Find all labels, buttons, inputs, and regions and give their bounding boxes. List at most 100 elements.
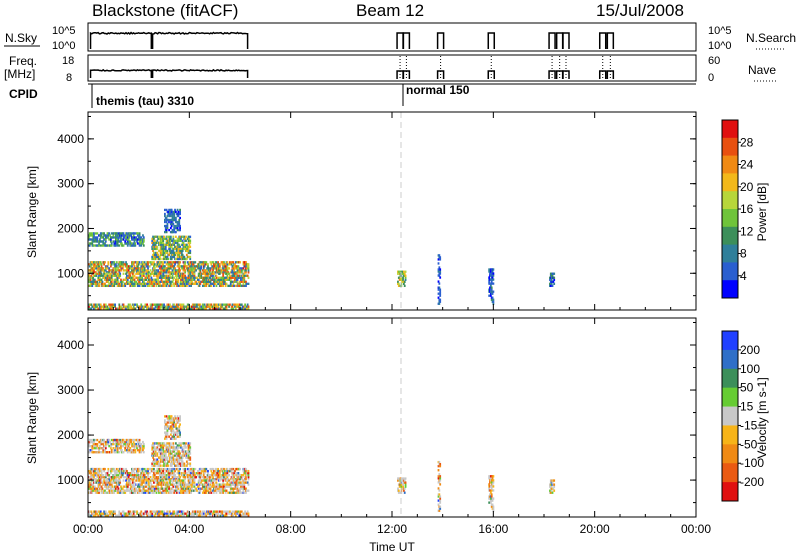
- velocity-cell: [107, 487, 110, 490]
- power-cell: [241, 274, 244, 277]
- power-cell: [156, 235, 159, 238]
- power-cell: [107, 236, 110, 239]
- velocity-cell: [165, 469, 168, 473]
- power-cell: [173, 276, 176, 279]
- velocity-cell: [179, 467, 181, 471]
- velocity-cell: [189, 452, 192, 455]
- power-cell: [201, 280, 203, 283]
- power-cell: [184, 263, 187, 266]
- velocity-cell: [166, 421, 169, 424]
- velocity-cell: [147, 512, 149, 515]
- power-cell: [158, 282, 161, 285]
- power-cell: [224, 269, 227, 272]
- velocity-cell: [176, 415, 179, 418]
- velocity-cell: [164, 425, 166, 428]
- power-cell: [492, 302, 495, 305]
- power-cell: [403, 272, 406, 275]
- power-cell: [183, 245, 186, 249]
- power-cell: [164, 255, 167, 259]
- power-cell: [163, 303, 165, 306]
- velocity-cell: [163, 464, 165, 467]
- velocity-cell: [245, 478, 247, 481]
- velocity-cell: [211, 471, 214, 475]
- power-cell: [188, 278, 191, 281]
- power-cell: [129, 240, 132, 243]
- velocity-cell: [163, 489, 165, 492]
- velocity-cell: [169, 481, 171, 484]
- power-cell: [192, 263, 195, 266]
- power-cell: [138, 280, 141, 283]
- power-cell: [136, 276, 138, 279]
- power-cell: [103, 263, 105, 266]
- power-cell: [233, 271, 236, 274]
- power-cell: [178, 271, 181, 274]
- power-cell: [195, 280, 198, 283]
- power-cell: [99, 267, 102, 270]
- power-cell: [212, 261, 214, 264]
- power-cell: [92, 276, 95, 279]
- power-cell: [158, 255, 161, 259]
- velocity-cell: [181, 464, 184, 467]
- velocity-cell: [187, 510, 190, 513]
- velocity-cell: [154, 464, 157, 467]
- power-cell: [210, 284, 213, 288]
- velocity-cell: [147, 467, 149, 471]
- velocity-cell: [161, 476, 164, 479]
- power-cell: [166, 307, 169, 310]
- velocity-cell: [153, 467, 155, 471]
- velocity-cell: [136, 489, 139, 492]
- velocity-cell: [164, 421, 166, 424]
- power-cell: [90, 307, 93, 310]
- velocity-cell: [159, 460, 162, 463]
- power-cell: [174, 245, 176, 249]
- power-cell: [89, 278, 92, 281]
- power-cell: [214, 265, 217, 268]
- velocity-cell: [90, 438, 93, 442]
- power-cell: [159, 251, 162, 255]
- velocity-cell: [115, 442, 118, 446]
- power-cell: [133, 232, 136, 235]
- velocity-cell: [94, 514, 97, 517]
- power-cell: [187, 263, 190, 266]
- power-cell: [215, 274, 218, 277]
- power-cell: [172, 222, 175, 226]
- power-cell: [122, 265, 125, 268]
- power-cell: [95, 274, 98, 277]
- power-cell: [215, 276, 218, 279]
- velocity-cell: [114, 479, 116, 482]
- nsky-scan: [555, 32, 564, 49]
- velocity-cell: [178, 460, 181, 463]
- power-cell: [491, 296, 494, 299]
- velocity-cell: [224, 510, 227, 513]
- power-cell: [130, 267, 133, 270]
- velocity-cell: [179, 433, 181, 436]
- velocity-cell: [151, 478, 154, 481]
- power-cell: [122, 261, 125, 264]
- power-cell: [159, 253, 162, 257]
- power-cell: [241, 305, 244, 308]
- velocity-cell: [170, 425, 173, 428]
- power-cell: [226, 263, 229, 266]
- velocity-cell: [143, 474, 146, 477]
- velocity-cell: [98, 471, 100, 475]
- velocity-cell: [192, 474, 195, 477]
- velocity-cell: [215, 512, 218, 515]
- velocity-cell: [187, 479, 190, 482]
- velocity-cell: [219, 514, 222, 517]
- velocity-cell: [138, 438, 141, 442]
- power-cell: [176, 265, 179, 268]
- power-cell: [158, 235, 160, 238]
- velocity-cell: [136, 440, 139, 444]
- velocity-cell: [170, 491, 173, 494]
- velocity-cell: [140, 510, 143, 513]
- power-cell: [197, 278, 200, 281]
- velocity-cell: [100, 469, 103, 473]
- velocity-cell: [131, 481, 134, 484]
- power-cell: [187, 280, 190, 283]
- power-cell: [115, 238, 118, 241]
- power-cell: [199, 282, 202, 285]
- velocity-cell: [130, 512, 133, 515]
- power-cell: [103, 272, 105, 275]
- cpid-label: CPID: [9, 87, 38, 101]
- velocity-cell: [185, 442, 187, 445]
